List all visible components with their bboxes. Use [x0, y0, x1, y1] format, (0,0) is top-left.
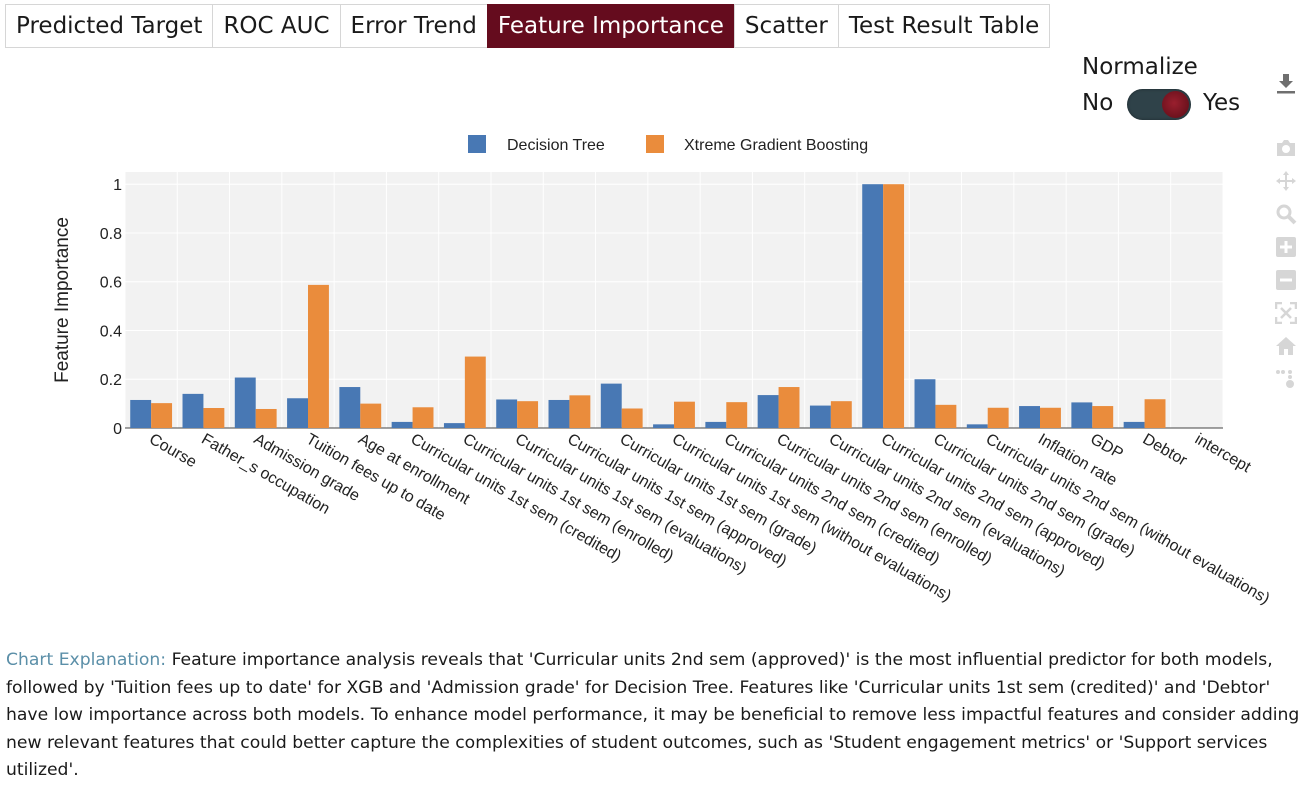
legend: Decision Tree Xtreme Gradient Boosting [468, 135, 868, 154]
bar [883, 184, 905, 428]
bar [653, 424, 674, 428]
reset-axes-icon[interactable] [1270, 334, 1302, 358]
chart-explanation-label: Chart Explanation: [6, 650, 167, 670]
plot-background [125, 172, 1223, 428]
bar [1123, 421, 1145, 428]
tab-feature-importance[interactable]: Feature Importance [486, 4, 735, 48]
bar [705, 421, 727, 428]
y-tick-labels: 0 0.2 0.4 0.6 0.8 1 [100, 177, 122, 438]
bar [862, 184, 884, 428]
x-tick-label: Course [146, 431, 199, 472]
bar [339, 387, 361, 428]
y-tick-label: 0.6 [100, 275, 122, 292]
bar [1040, 407, 1061, 428]
x-tick-label: intercept [1192, 431, 1254, 477]
bar [809, 405, 831, 428]
bar [914, 379, 936, 428]
bar [255, 408, 277, 428]
legend-swatch [468, 135, 486, 153]
bar [987, 407, 1009, 428]
tab-bar: Predicted Target ROC AUC Error Trend Fea… [5, 4, 1051, 48]
bar [830, 401, 852, 428]
bars [130, 184, 1166, 428]
bar [130, 399, 152, 428]
bar [464, 356, 486, 428]
bar [548, 399, 570, 428]
bar [496, 399, 518, 428]
y-tick-label: 0.4 [100, 323, 122, 340]
zoom-out-icon[interactable] [1270, 268, 1302, 292]
bar [1092, 406, 1114, 428]
bar [203, 408, 225, 428]
zoom-icon[interactable] [1270, 202, 1302, 226]
bar [151, 403, 173, 428]
bar [966, 424, 988, 428]
bar [391, 421, 413, 428]
zoom-in-icon[interactable] [1270, 235, 1302, 259]
bar [778, 387, 800, 428]
y-tick-label: 0.2 [100, 372, 122, 389]
bar [287, 398, 308, 428]
tab-scatter[interactable]: Scatter [733, 4, 839, 48]
spike-lines-icon[interactable] [1270, 367, 1302, 391]
x-tick-label: Debtor [1140, 431, 1191, 470]
chart-explanation: Chart Explanation: Feature importance an… [6, 647, 1306, 785]
bar [757, 395, 779, 428]
chart-explanation-text: Feature importance analysis reveals that… [6, 650, 1300, 780]
gridlines [124, 172, 1224, 429]
y-tick-label: 0 [113, 421, 122, 438]
tab-error-trend[interactable]: Error Trend [339, 4, 488, 48]
bar [443, 423, 465, 428]
bar [935, 404, 957, 428]
tab-test-result-table[interactable]: Test Result Table [837, 4, 1051, 48]
normalize-title: Normalize [1082, 54, 1198, 80]
y-tick-label: 0.8 [100, 226, 122, 243]
bar [726, 402, 748, 428]
camera-icon[interactable] [1270, 136, 1302, 160]
bar [1019, 406, 1040, 428]
bar [1144, 399, 1166, 428]
bar [412, 407, 434, 428]
tab-predicted-target[interactable]: Predicted Target [5, 4, 214, 48]
legend-swatch [646, 135, 664, 153]
bar [621, 408, 643, 428]
bar [182, 393, 204, 428]
normalize-no-label: No [1082, 90, 1114, 116]
download-icon[interactable] [1270, 72, 1302, 96]
autoscale-icon[interactable] [1270, 301, 1302, 325]
bar [308, 284, 329, 428]
legend-label: Xtreme Gradient Boosting [684, 137, 868, 154]
bar [569, 395, 591, 428]
x-tick-label: GDP [1087, 431, 1126, 463]
pan-icon[interactable] [1270, 169, 1302, 193]
feature-importance-chart: 0 0.2 0.4 0.6 0.8 1 Course Father_s occupation… [52, 135, 1272, 608]
bar [600, 383, 622, 428]
normalize-toggle[interactable] [1127, 89, 1191, 120]
y-axis-label: Feature Importance [52, 217, 73, 383]
tab-roc-auc[interactable]: ROC AUC [212, 4, 341, 48]
bar [517, 401, 539, 428]
normalize-yes-label: Yes [1203, 90, 1241, 116]
toggle-knob[interactable] [1162, 91, 1189, 118]
bar [234, 377, 256, 428]
bar [360, 403, 382, 428]
bar [674, 401, 695, 428]
bar [1071, 402, 1093, 428]
y-tick-label: 1 [113, 177, 122, 194]
legend-label: Decision Tree [507, 137, 605, 154]
